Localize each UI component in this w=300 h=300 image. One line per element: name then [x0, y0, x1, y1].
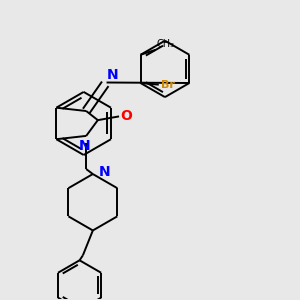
Text: O: O: [121, 110, 133, 123]
Text: N: N: [79, 139, 90, 153]
Text: Br: Br: [161, 80, 175, 90]
Text: N: N: [107, 68, 118, 82]
Text: N: N: [99, 165, 110, 179]
Text: CH₃: CH₃: [157, 39, 175, 49]
